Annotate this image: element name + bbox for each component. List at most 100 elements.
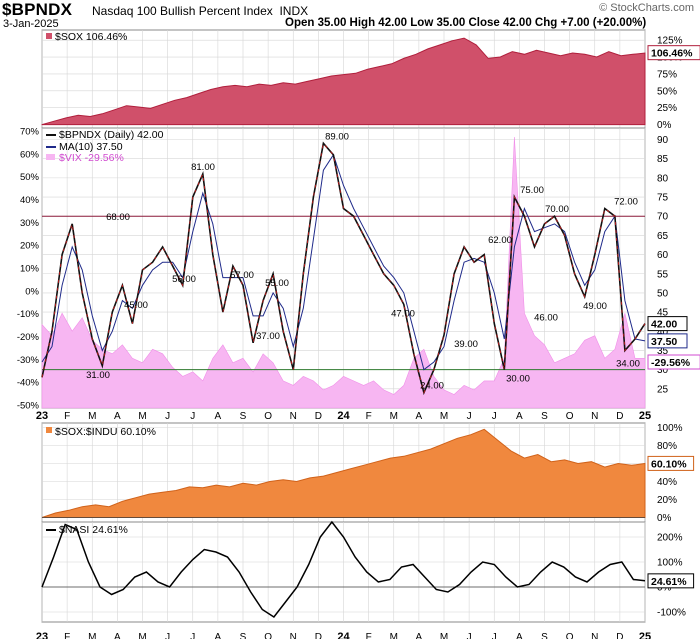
vix-last-value-box <box>647 354 700 370</box>
x-tick-label: M <box>440 632 448 639</box>
left-y-tick-label: -10% <box>17 309 40 320</box>
x-tick-label: M <box>440 411 448 422</box>
annotation-label: 46.00 <box>534 312 558 323</box>
y-tick-label: 80% <box>657 441 677 452</box>
annotation-label: 81.00 <box>191 162 215 173</box>
x-tick-label: A <box>416 632 423 639</box>
x-tick-label: 24 <box>337 410 350 422</box>
annotation-label: 62.00 <box>488 235 512 246</box>
right-y-tick-label: 75 <box>657 193 669 204</box>
x-tick-label: N <box>290 632 297 639</box>
x-tick-label: D <box>616 632 623 639</box>
right-y-tick-label: 70 <box>657 212 669 223</box>
x-tick-label: F <box>64 632 70 639</box>
x-tick-label: S <box>240 411 247 422</box>
x-tick-label: J <box>492 632 497 639</box>
annotation-label: 34.00 <box>616 358 640 369</box>
right-y-tick-label: 85 <box>657 154 669 165</box>
x-tick-label: J <box>467 632 472 639</box>
x-tick-label: J <box>165 411 170 422</box>
annotation-label: 68.00 <box>106 212 130 223</box>
left-y-tick-label: 0% <box>25 286 39 297</box>
annotation-label: 39.00 <box>454 339 478 350</box>
chart-date: 3-Jan-2025 <box>3 18 59 30</box>
x-tick-label: J <box>165 632 170 639</box>
annotation-label: 56.00 <box>172 274 196 285</box>
x-tick-label: 23 <box>36 631 48 639</box>
x-tick-label: F <box>64 411 70 422</box>
x-tick-label: A <box>416 411 423 422</box>
legend-swatch <box>46 33 52 39</box>
x-tick-label: D <box>315 632 322 639</box>
x-tick-label: O <box>264 411 272 422</box>
left-y-tick-label: -30% <box>17 355 40 366</box>
ohlc-readout: Open 35.00 High 42.00 Low 35.00 Close 42… <box>285 17 647 29</box>
x-tick-label: 25 <box>639 410 651 422</box>
right-y-tick-label: 80 <box>657 173 669 184</box>
annotation-label: 31.00 <box>86 370 110 381</box>
ma10-last-value-box <box>647 333 688 349</box>
right-y-tick-label: 35 <box>657 346 669 357</box>
sox-indu-last-value-box <box>647 455 695 471</box>
nasi-line <box>41 520 646 619</box>
bpndx-line <box>41 141 646 396</box>
annotation-label: 72.00 <box>614 197 638 208</box>
sox-last-value: 106.46% <box>651 48 693 60</box>
y-tick-label: 75% <box>657 69 677 80</box>
annotation-label: 89.00 <box>325 131 349 142</box>
chart-symbol: $BPNDX <box>2 0 73 19</box>
right-y-tick-label: 30 <box>657 365 669 376</box>
sox-indu-area <box>41 428 646 518</box>
sox-indu-legend: $SOX:$INDU 60.10% <box>55 426 156 438</box>
ma10-line <box>41 153 646 371</box>
right-y-tick-label: 55 <box>657 269 669 280</box>
ma10-last-value: 37.50 <box>651 336 677 348</box>
x-tick-label: M <box>138 411 146 422</box>
bpndx-last-value-box <box>647 316 688 332</box>
chart-title: Nasdaq 100 Bullish Percent Index INDX <box>92 4 308 18</box>
x-tick-label: M <box>88 632 96 639</box>
y-tick-label: 25% <box>657 103 677 114</box>
y-tick-label: 100% <box>657 423 683 434</box>
left-y-tick-label: 60% <box>20 149 40 160</box>
right-y-tick-label: 50 <box>657 288 669 299</box>
x-tick-label: M <box>138 632 146 639</box>
x-tick-label: N <box>591 632 598 639</box>
x-tick-label: D <box>315 411 322 422</box>
x-tick-label: S <box>541 411 548 422</box>
annotation-label: 75.00 <box>520 185 544 196</box>
sox-legend: $SOX 106.46% <box>55 31 127 43</box>
legend-swatch <box>46 154 55 160</box>
x-tick-label: J <box>492 411 497 422</box>
x-tick-label: O <box>566 411 574 422</box>
right-y-tick-label: 45 <box>657 308 669 319</box>
x-tick-label: A <box>516 411 523 422</box>
right-y-tick-label: 90 <box>657 135 669 146</box>
left-y-tick-label: 10% <box>20 264 40 275</box>
x-tick-label: 24 <box>337 631 350 639</box>
annotation-label: 45.00 <box>124 300 148 311</box>
x-tick-label: A <box>215 632 222 639</box>
bpndx-legend: $BPNDX (Daily) 42.00 <box>59 129 164 141</box>
annotation-label: 37.00 <box>256 331 280 342</box>
x-tick-label: J <box>190 411 195 422</box>
y-tick-label: 200% <box>657 533 683 544</box>
x-tick-label: N <box>591 411 598 422</box>
y-tick-label: -100% <box>657 608 686 619</box>
x-tick-label: A <box>114 632 121 639</box>
y-tick-label: 50% <box>657 86 677 97</box>
left-y-tick-label: -20% <box>17 332 40 343</box>
x-tick-label: S <box>240 632 247 639</box>
annotation-label: 49.00 <box>583 301 607 312</box>
x-tick-label: M <box>390 632 398 639</box>
right-y-tick-label: 60 <box>657 250 669 261</box>
y-tick-label: 40% <box>657 477 677 488</box>
vix-area <box>41 136 646 409</box>
annotation-label: 55.00 <box>265 278 289 289</box>
vix-last-value: -29.56% <box>651 357 691 369</box>
x-tick-label: J <box>190 632 195 639</box>
x-tick-label: 25 <box>639 631 651 639</box>
left-y-tick-label: -50% <box>17 401 40 412</box>
y-tick-label: 20% <box>657 495 677 506</box>
